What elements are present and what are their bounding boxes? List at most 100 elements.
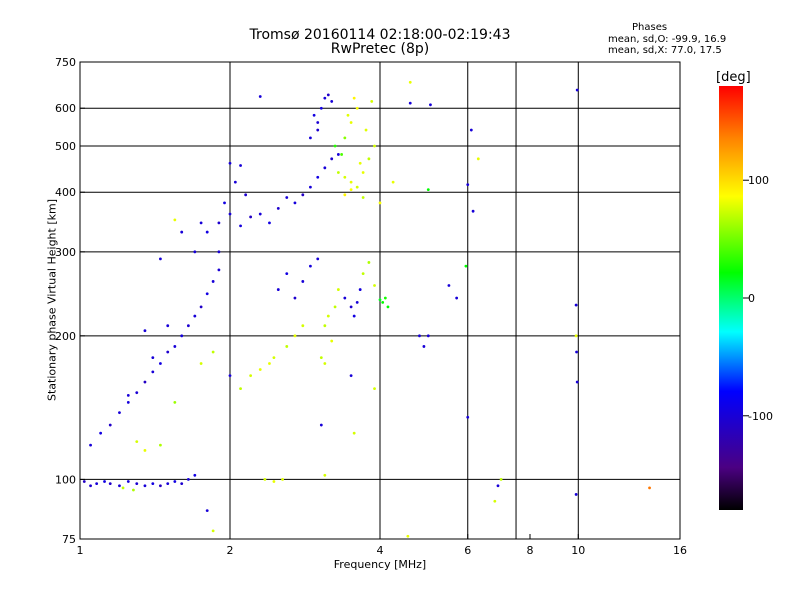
data-point [121, 486, 125, 490]
data-point [159, 257, 162, 261]
data-point [135, 391, 139, 395]
data-point [330, 339, 334, 343]
data-point [205, 292, 209, 296]
data-point [358, 288, 362, 291]
data-point [349, 188, 353, 192]
data-point [309, 264, 312, 268]
x-tick-label: 1 [77, 544, 84, 557]
data-point [373, 284, 376, 287]
data-point [132, 488, 135, 492]
data-point [173, 218, 177, 222]
data-point [95, 482, 99, 485]
data-point [151, 482, 155, 485]
data-point [135, 440, 139, 444]
data-point [228, 161, 232, 165]
data-point [330, 157, 334, 161]
data-point [228, 212, 232, 216]
data-point [343, 136, 347, 140]
data-point [358, 161, 362, 165]
data-point [323, 166, 327, 170]
y-tick-label: 75 [62, 533, 76, 546]
data-point [323, 362, 327, 365]
data-point [386, 305, 390, 309]
colorbar-unit-label: [deg] [716, 70, 751, 85]
data-point [180, 334, 184, 338]
data-point [276, 288, 280, 291]
data-point [319, 356, 323, 360]
data-point [373, 387, 376, 391]
data-point [205, 230, 209, 234]
data-point [268, 362, 271, 365]
colorbar-tick-label: 100 [748, 174, 769, 187]
data-point [349, 374, 353, 378]
data-point [211, 350, 215, 354]
data-point [166, 324, 170, 328]
data-point [323, 324, 327, 328]
data-point [343, 175, 347, 179]
data-point [336, 153, 340, 156]
data-point [193, 473, 197, 477]
y-tick-label: 100 [55, 473, 76, 486]
data-point [367, 157, 371, 161]
data-point [361, 196, 365, 199]
data-point [316, 128, 320, 132]
data-point [333, 144, 337, 148]
y-tick-label: 750 [55, 56, 76, 69]
data-point [381, 301, 385, 304]
chart-title: Tromsø 20160114 02:18:00-02:19:43 [249, 27, 511, 43]
data-point [319, 423, 323, 427]
y-tick-label: 300 [55, 246, 76, 259]
y-tick-label: 200 [55, 330, 76, 343]
data-point [378, 298, 382, 302]
y-tick-label: 400 [55, 186, 76, 199]
data-point [239, 387, 242, 391]
data-point [316, 121, 320, 124]
data-point [151, 356, 155, 360]
data-point [316, 175, 320, 179]
data-point [159, 443, 162, 447]
data-point [323, 96, 327, 100]
data-point [349, 180, 353, 184]
data-point [355, 185, 359, 189]
data-point [293, 296, 297, 300]
data-point [355, 301, 359, 304]
data-point [496, 484, 500, 488]
data-point [408, 101, 412, 105]
data-point [228, 374, 232, 378]
data-point [143, 329, 147, 333]
x-tick-label: 6 [464, 544, 471, 557]
data-point [103, 480, 106, 483]
data-point [309, 185, 312, 189]
data-point [173, 401, 177, 404]
data-point [352, 96, 356, 100]
data-point [336, 171, 340, 174]
data-point [333, 305, 337, 309]
data-point [159, 484, 162, 488]
data-point [272, 356, 276, 360]
data-point [648, 486, 651, 490]
data-point [126, 480, 130, 483]
x-tick-label: 10 [571, 544, 585, 557]
data-point [186, 324, 190, 328]
data-point [426, 188, 430, 192]
data-point [391, 180, 395, 184]
data-point [293, 334, 297, 338]
data-point [126, 394, 130, 397]
data-point [217, 250, 221, 254]
data-point [493, 499, 497, 503]
data-point [199, 362, 203, 365]
data-point [426, 334, 430, 338]
data-point [355, 106, 359, 110]
data-point [263, 478, 267, 481]
data-point [126, 401, 130, 404]
data-point [352, 314, 356, 318]
data-point [466, 183, 470, 186]
data-point [406, 534, 410, 538]
data-point [211, 529, 215, 533]
data-point [166, 350, 170, 354]
data-point [343, 193, 347, 197]
data-point [173, 345, 177, 348]
data-point [464, 264, 468, 268]
data-point [159, 362, 162, 365]
data-point [118, 484, 121, 488]
